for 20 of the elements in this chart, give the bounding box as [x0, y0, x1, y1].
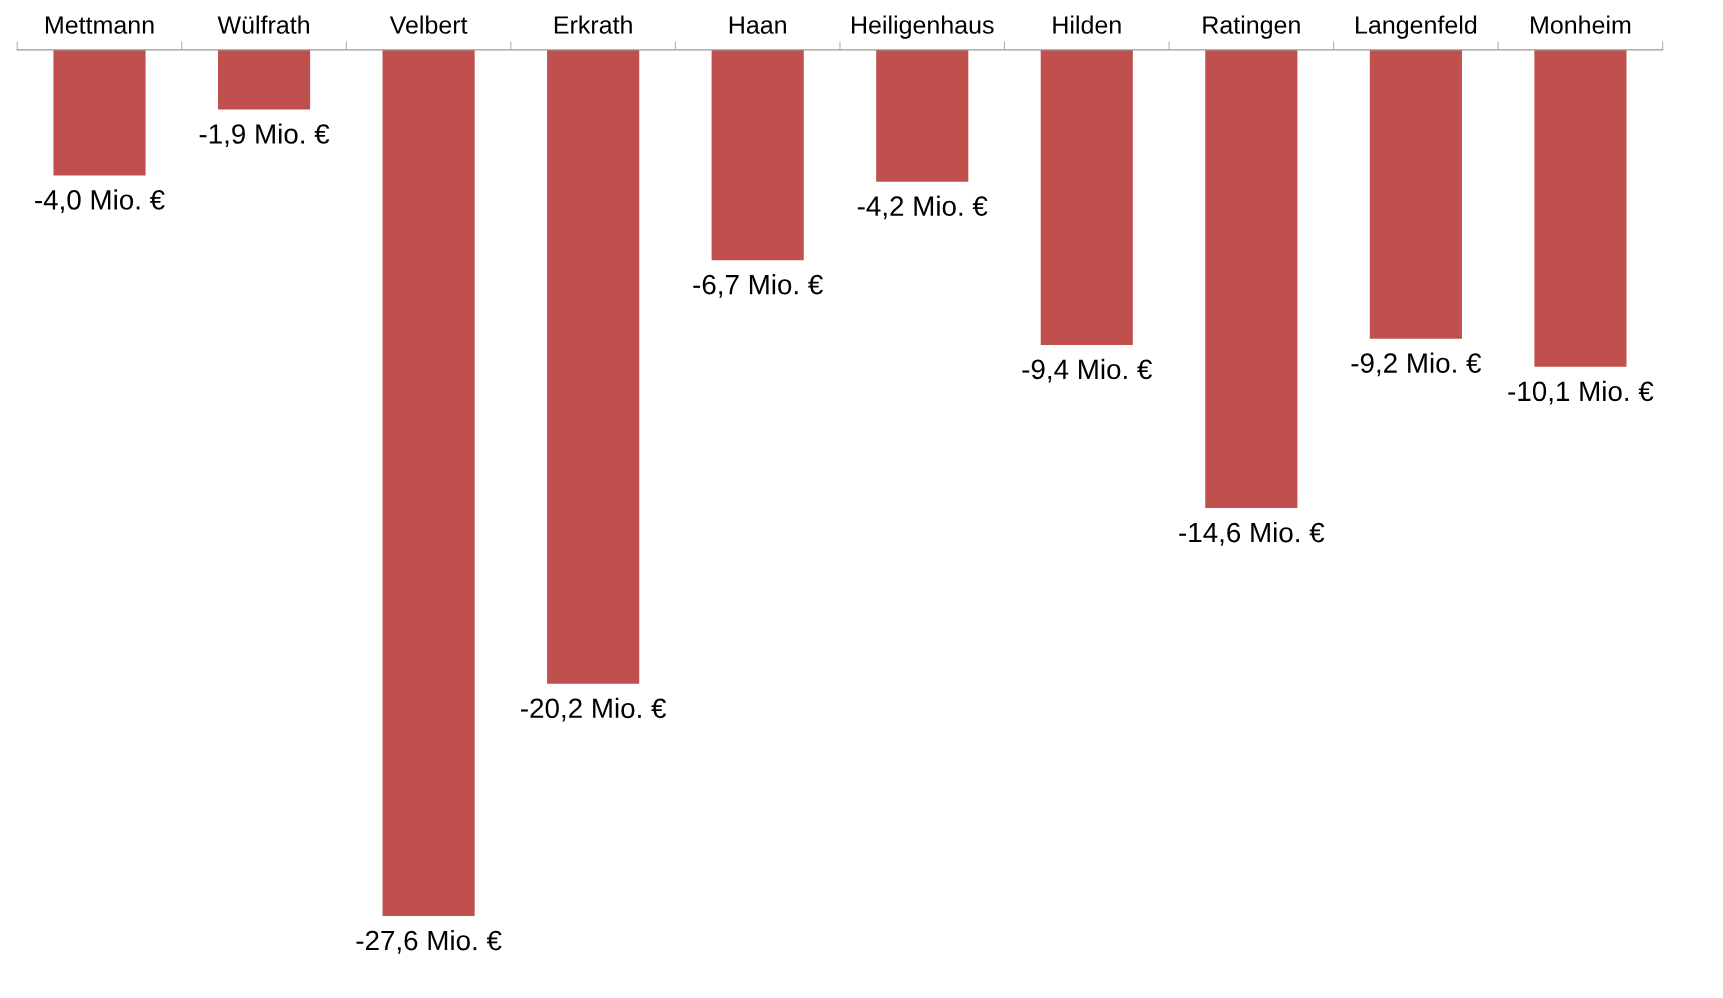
data-label: -27,6 Mio. € [356, 929, 502, 954]
x-tick-label: Erkrath [554, 15, 632, 34]
data-label: -14,6 Mio. € [1179, 521, 1325, 546]
data-label: -9,2 Mio. € [1351, 352, 1482, 377]
data-label: -4,2 Mio. € [857, 195, 988, 220]
x-tick-label: Mettmann [45, 16, 154, 34]
x-tick-label: Monheim [1531, 15, 1631, 34]
x-tick-label: Wülfrath [217, 15, 309, 34]
data-label: -4,0 Mio. € [35, 189, 165, 214]
data-label: -20,2 Mio. € [521, 697, 667, 722]
data-label: -6,7 Mio. € [693, 274, 823, 298]
x-tick-label: Ratingen [1203, 15, 1300, 39]
data-label: -9,4 Mio. € [1022, 358, 1153, 383]
data-label: -1,9 Mio. € [199, 123, 330, 148]
x-tick-label: Haan [729, 16, 786, 34]
x-tick-label: Langenfeld [1356, 15, 1477, 39]
x-tick-label: Heiligenhaus [852, 15, 994, 39]
x-tick-label: Hilden [1053, 15, 1121, 34]
x-tick-label: Velbert [389, 15, 468, 34]
data-label: -10,1 Mio. € [1508, 380, 1654, 405]
